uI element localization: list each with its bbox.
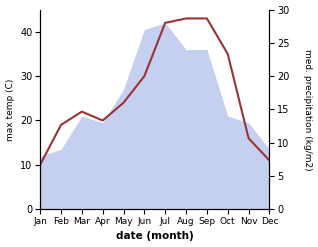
Y-axis label: max temp (C): max temp (C) [5,78,15,141]
Y-axis label: med. precipitation (kg/m2): med. precipitation (kg/m2) [303,49,313,170]
X-axis label: date (month): date (month) [116,231,194,242]
